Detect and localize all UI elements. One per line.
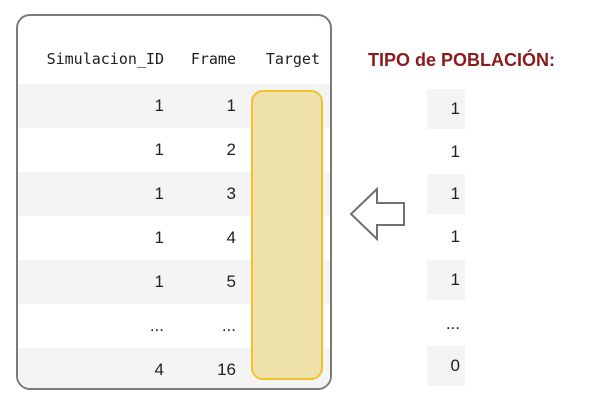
cell-frame: 3 (226, 184, 236, 203)
table-header-row: Simulacion_ID Frame Target (18, 33, 330, 84)
tipo-value: 1 (427, 260, 465, 300)
header-frame: Frame (190, 49, 236, 68)
cell-frame: 2 (226, 140, 236, 159)
cell-simulacion-id: ... (149, 316, 164, 335)
data-table: Simulacion_ID Frame Target 1 1 1 2 1 3 1… (16, 14, 332, 390)
table-row: 1 4 (18, 216, 330, 260)
tipo-value: ... (445, 314, 460, 333)
tipo-value: 1 (427, 174, 465, 214)
header-target: Target (265, 49, 320, 68)
header-simulacion-id: Simulacion_ID (46, 49, 164, 68)
cell-frame: ... (221, 316, 236, 335)
cell-simulacion-id: 1 (154, 228, 164, 247)
target-column-highlight (251, 90, 323, 380)
tipo-value: 1 (450, 142, 460, 161)
tipo-poblacion-title: TIPO de POBLACIÓN: (368, 50, 556, 70)
tipo-value: 0 (427, 346, 465, 386)
cell-frame: 5 (226, 272, 236, 291)
tipo-value: 1 (427, 89, 465, 129)
left-arrow-icon (349, 186, 405, 242)
cell-frame: 16 (217, 360, 236, 379)
cell-simulacion-id: 1 (154, 184, 164, 203)
table-row: ... ... (18, 304, 330, 348)
cell-frame: 4 (226, 228, 236, 247)
cell-simulacion-id: 1 (154, 272, 164, 291)
cell-simulacion-id: 1 (154, 96, 164, 115)
table-row: 1 2 (18, 128, 330, 172)
tipo-value: 1 (450, 227, 460, 246)
cell-simulacion-id: 1 (154, 140, 164, 159)
cell-frame: 1 (226, 96, 236, 115)
cell-simulacion-id: 4 (154, 360, 164, 379)
